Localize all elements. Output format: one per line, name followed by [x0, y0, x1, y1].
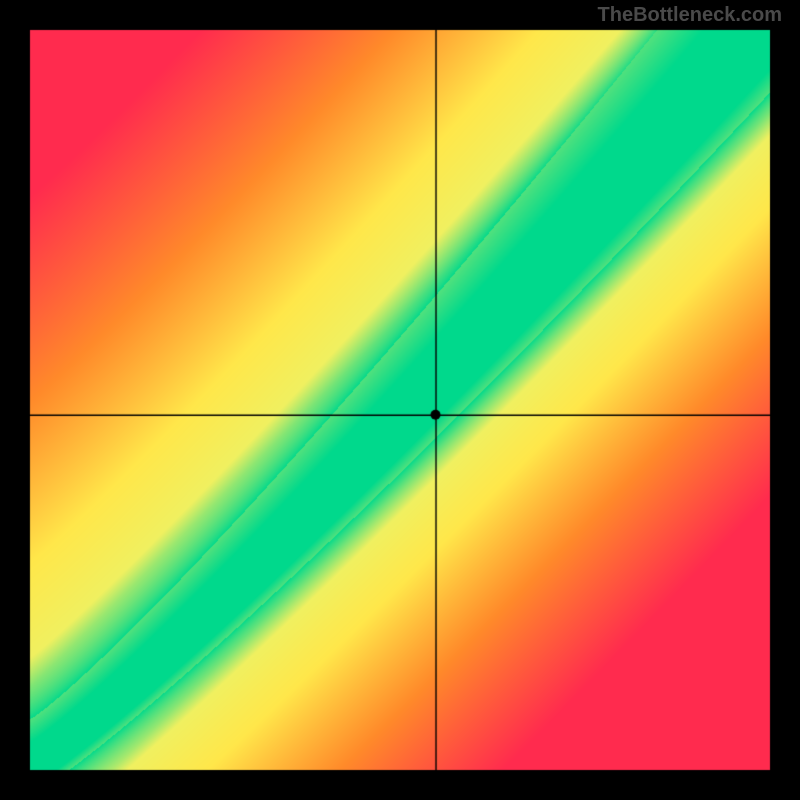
chart-frame: TheBottleneck.com [0, 0, 800, 800]
bottleneck-heatmap-canvas [0, 0, 800, 800]
attribution-text: TheBottleneck.com [598, 4, 782, 27]
